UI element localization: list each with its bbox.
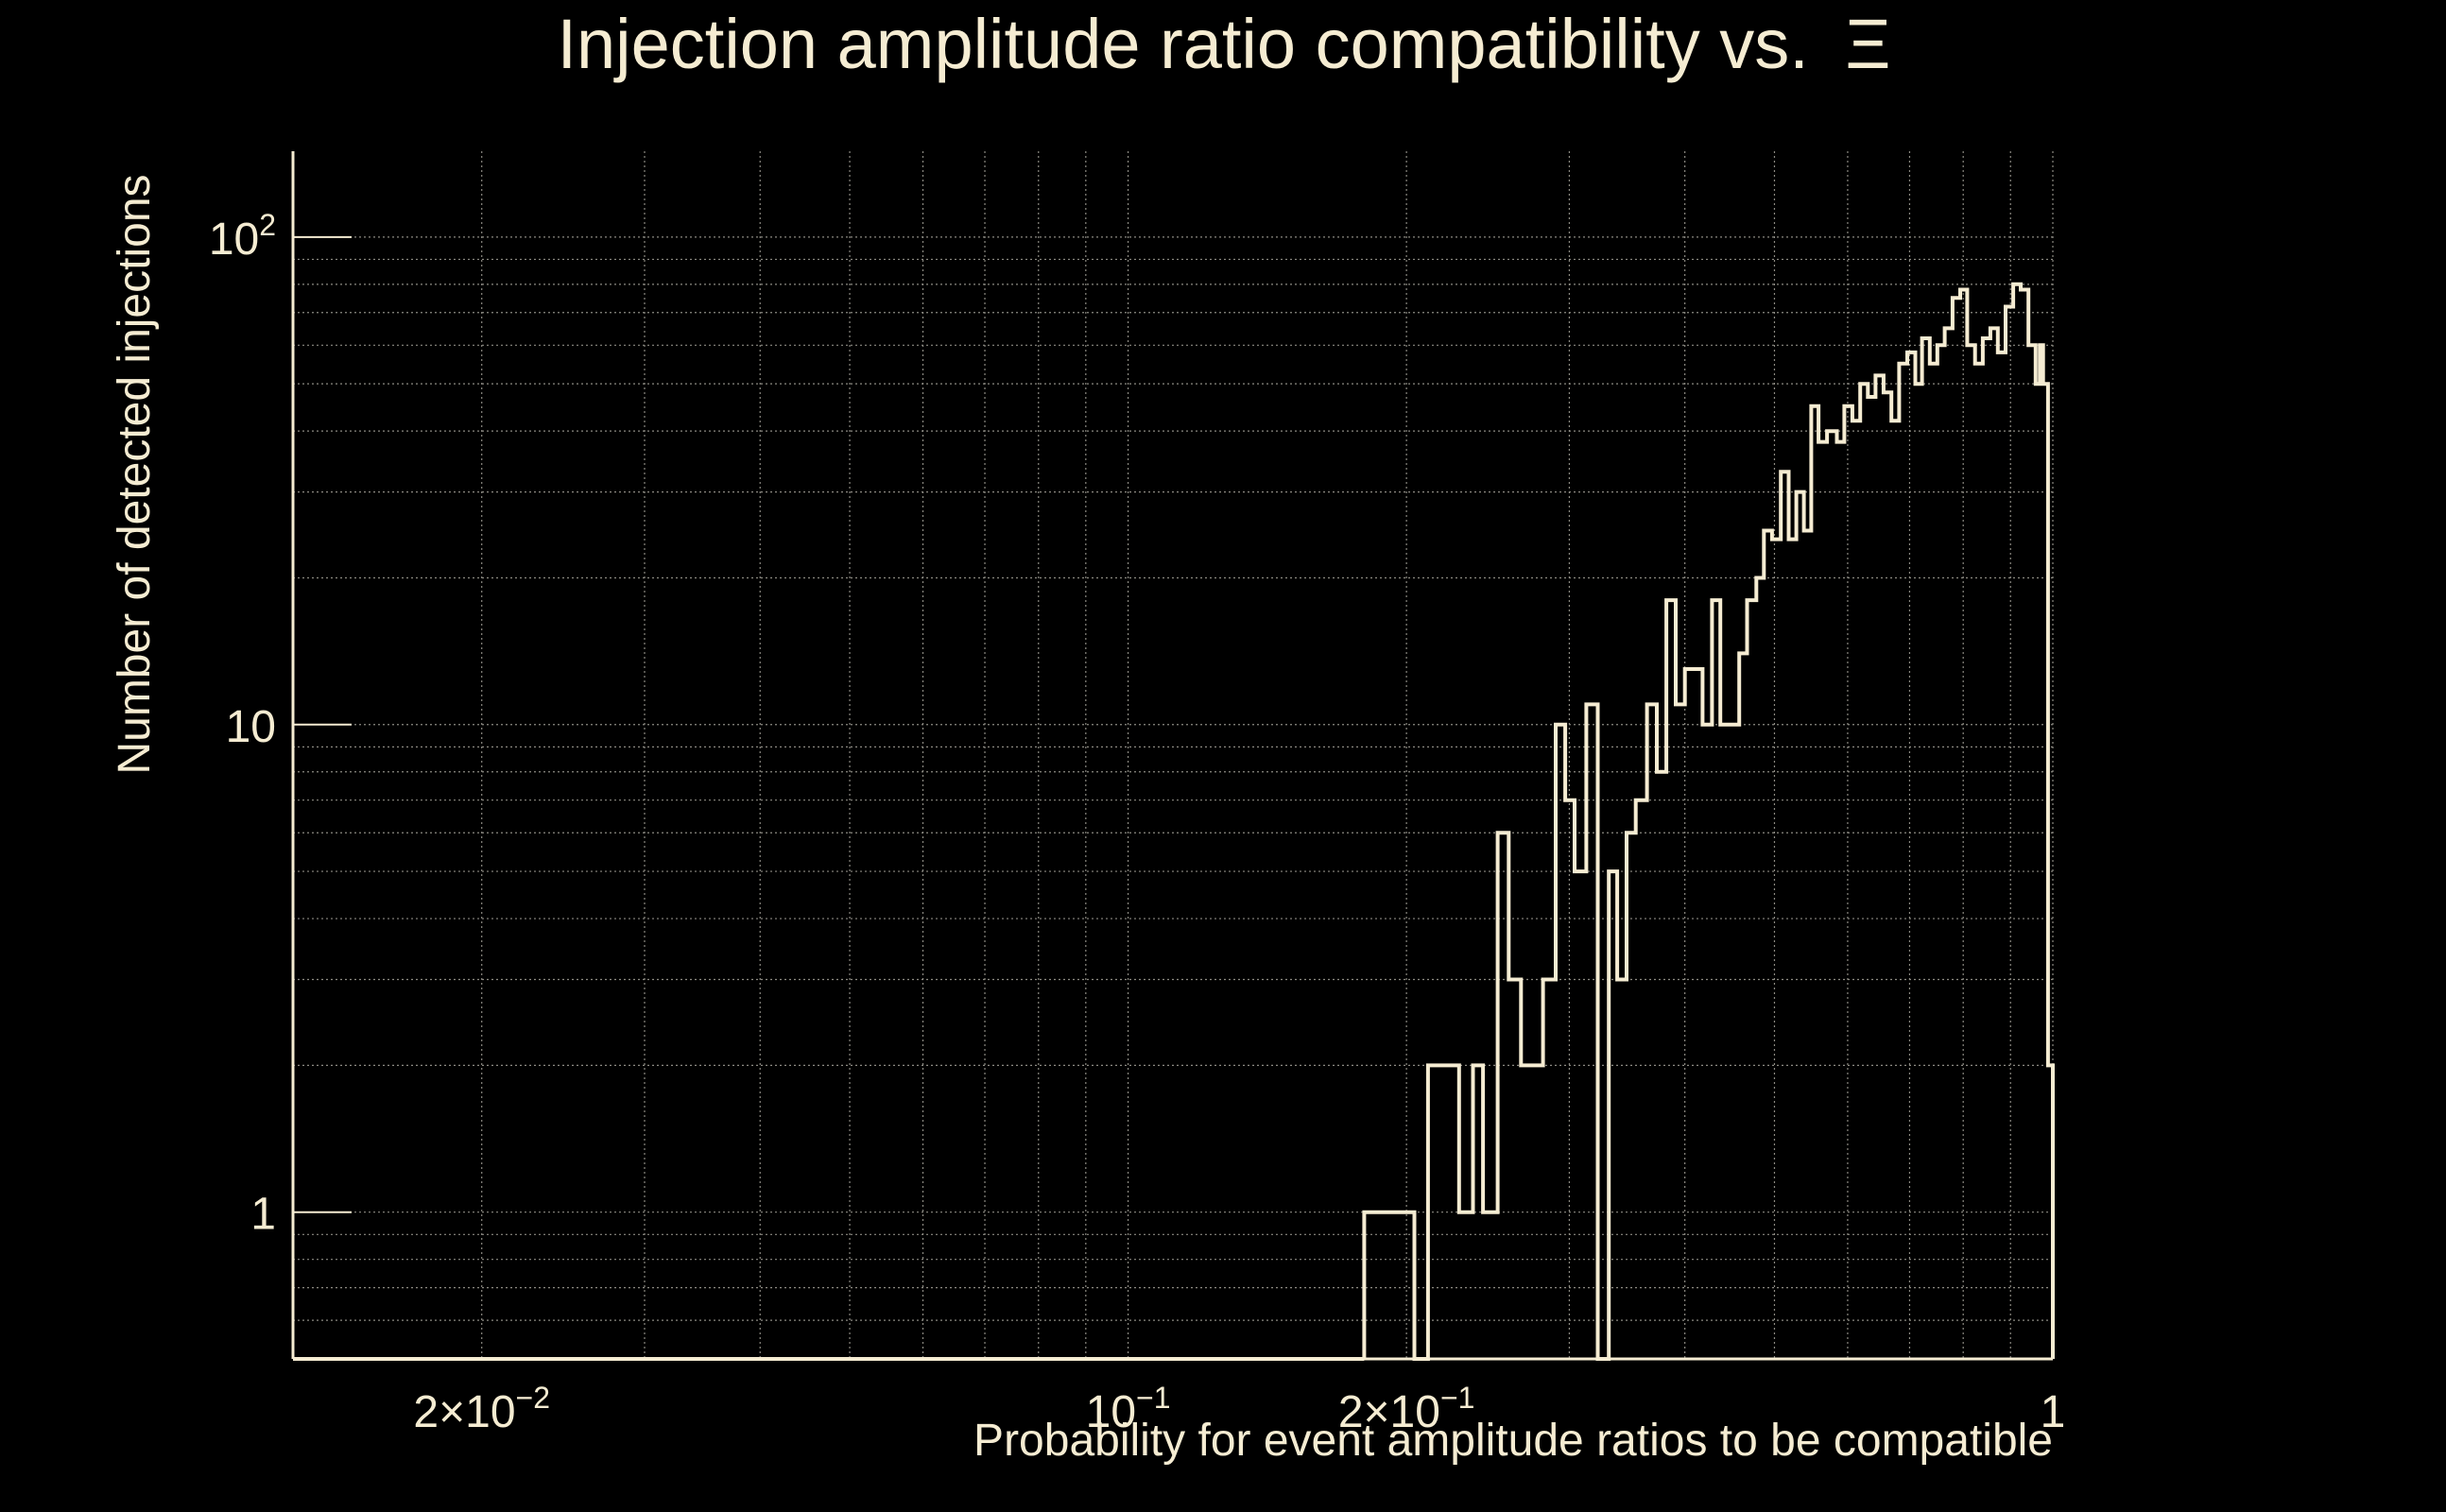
x-tick-label: 10−1 (1086, 1381, 1171, 1437)
x-tick-label: 2×10−1 (1338, 1381, 1475, 1437)
x-tick-labels: 2×10−2 10−1 2×10−1 1 (413, 1381, 2065, 1437)
axes (291, 151, 2053, 1361)
y-tick-label: 102 (209, 208, 276, 265)
grid-lines (293, 151, 2054, 1360)
y-tick-label: 1 (250, 1190, 276, 1240)
x-tick-label: 2×10−2 (413, 1381, 550, 1437)
y-tick-label: 10 (226, 702, 276, 752)
chart-title-text: Injection amplitude ratio compatibility … (557, 5, 1808, 83)
chart-title: Injection amplitude ratio compatibility … (557, 5, 1890, 83)
histogram-series (1362, 282, 2055, 1361)
chart-title-symbol: Ξ (1845, 5, 1890, 83)
y-tick-labels: 1 10 102 (209, 208, 276, 1240)
y-axis-label: Number of detected injections (110, 174, 160, 774)
histogram-layer (293, 282, 2055, 1361)
x-axis-label: Probability for event amplitude ratios t… (973, 1416, 2053, 1466)
x-tick-label: 1 (2041, 1387, 2066, 1437)
